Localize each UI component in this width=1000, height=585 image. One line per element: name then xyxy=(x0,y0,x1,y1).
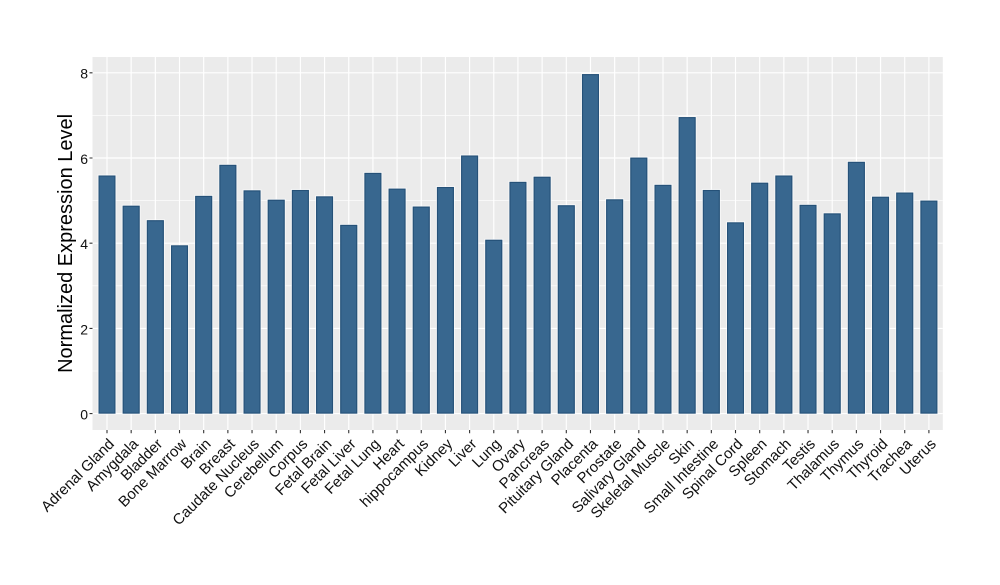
svg-text:0: 0 xyxy=(80,407,88,423)
svg-text:8: 8 xyxy=(80,66,88,82)
svg-text:Normalized Expression Level: Normalized Expression Level xyxy=(55,114,77,373)
svg-text:6: 6 xyxy=(80,151,88,167)
svg-text:2: 2 xyxy=(80,321,88,337)
svg-text:4: 4 xyxy=(80,236,88,252)
